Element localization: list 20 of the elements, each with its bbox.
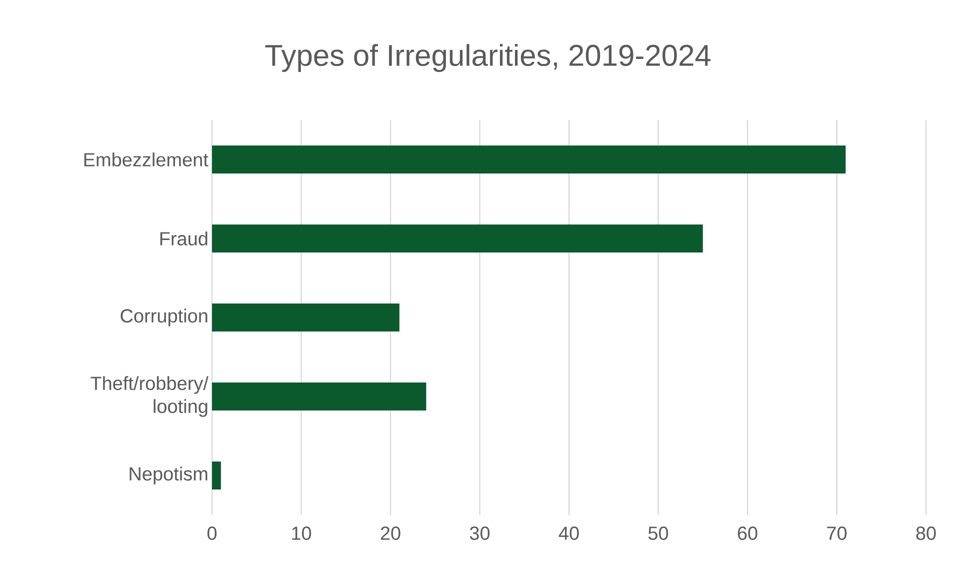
x-tick-label: 30 <box>470 526 490 540</box>
x-tick-label: 60 <box>738 526 758 540</box>
y-tick-label: Embezzlement <box>84 152 208 166</box>
bar <box>212 382 426 410</box>
x-tick-label: 70 <box>827 526 847 540</box>
bar <box>212 303 400 332</box>
x-tick-label: 20 <box>380 526 400 540</box>
chart-title: Types of Irregularities, 2019-2024 <box>265 44 711 72</box>
bar <box>212 461 221 490</box>
bar <box>212 145 846 174</box>
x-tick-label: 50 <box>648 526 668 540</box>
x-tick-label: 80 <box>916 526 936 540</box>
y-tick-label: Corruption <box>120 308 208 326</box>
y-tick-label: Theft/robbery/ looting <box>90 376 208 417</box>
bar <box>212 224 703 252</box>
x-tick-label: 40 <box>558 526 579 540</box>
y-tick-label: Fraud <box>160 232 208 246</box>
x-tick-label: 10 <box>292 526 312 540</box>
y-tick-label: Nepotism <box>130 466 208 484</box>
x-tick-label: 0 <box>207 526 217 540</box>
